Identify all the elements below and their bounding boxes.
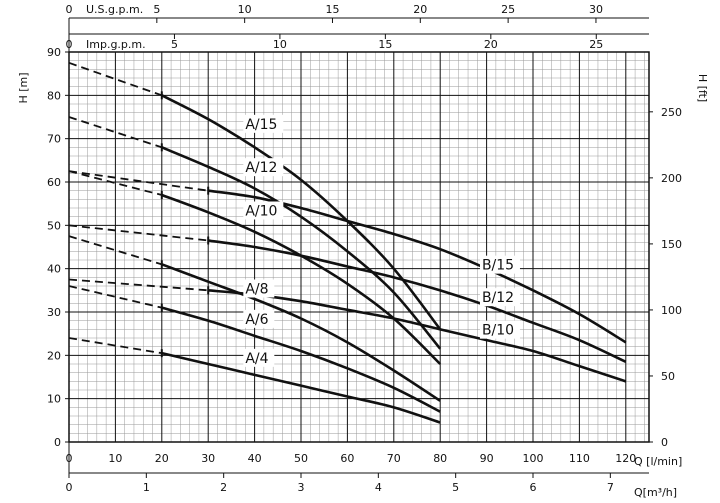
left-tick-label: 70 bbox=[47, 133, 61, 146]
curve-a-10-dashed bbox=[68, 170, 163, 196]
top1-tick-label: 10 bbox=[238, 3, 252, 16]
curve-a-6 bbox=[161, 306, 441, 413]
left-tick-label: 30 bbox=[47, 306, 61, 319]
bottom2-tick-label: 7 bbox=[607, 481, 614, 494]
bottom2-tick-label: 2 bbox=[220, 481, 227, 494]
curve-a-8-dashed bbox=[68, 235, 163, 266]
curve-label-bg-a-10 bbox=[243, 201, 284, 220]
left-axis-title: H [m] bbox=[17, 72, 30, 103]
curve-label-bg-a-6 bbox=[243, 309, 275, 328]
left-tick-label: 0 bbox=[54, 436, 61, 449]
left-tick-label: 20 bbox=[47, 349, 61, 362]
bottom1-tick-label: 30 bbox=[201, 452, 215, 465]
grid-minor bbox=[69, 52, 649, 442]
grid-major bbox=[68, 51, 649, 443]
curve-label-bg-b-12 bbox=[479, 288, 520, 307]
top1-axis-title: U.S.g.p.m. bbox=[86, 3, 143, 16]
curve-label-a-8: A/8 bbox=[245, 282, 268, 298]
curve-a-6-dashed bbox=[68, 285, 163, 309]
curve-a-15-dashed bbox=[68, 61, 163, 97]
bottom1-tick-label: 50 bbox=[294, 452, 308, 465]
bottom2-tick-label: 3 bbox=[298, 481, 305, 494]
curve-label-bg-a-4 bbox=[243, 348, 275, 367]
curve-label-bg-b-15 bbox=[479, 255, 520, 274]
plot-frame bbox=[68, 51, 650, 443]
curves bbox=[68, 61, 627, 424]
top2-tick-label: 0 bbox=[66, 38, 73, 51]
right-tick-label: 250 bbox=[661, 106, 682, 119]
curve-a-12 bbox=[161, 146, 442, 350]
top1-tick-label: 5 bbox=[153, 3, 160, 16]
bottom1-tick-label: 120 bbox=[615, 452, 636, 465]
axes bbox=[68, 17, 650, 474]
curve-label-b-10: B/10 bbox=[482, 323, 514, 339]
bottom2-tick-label: 0 bbox=[66, 481, 73, 494]
bottom1-tick-label: 40 bbox=[248, 452, 262, 465]
left-tick-label: 40 bbox=[47, 263, 61, 276]
curve-label-bg-a-8 bbox=[243, 279, 275, 298]
curve-label-b-12: B/12 bbox=[482, 290, 514, 306]
bottom1-tick-label: 70 bbox=[387, 452, 401, 465]
curve-a-8 bbox=[161, 263, 441, 402]
right-tick-label: 200 bbox=[661, 172, 682, 185]
curve-b-10 bbox=[208, 289, 627, 383]
top1-tick-label: 0 bbox=[66, 3, 73, 16]
top1-tick-label: 15 bbox=[325, 3, 339, 16]
bottom1-tick-label: 110 bbox=[569, 452, 590, 465]
curve-a-4 bbox=[161, 351, 441, 424]
bottom2-axis-title: Q[m³/h] bbox=[634, 486, 677, 499]
curve-b-10-dashed bbox=[68, 278, 209, 292]
curve-label-a-15: A/15 bbox=[245, 117, 277, 133]
curve-label-a-6: A/6 bbox=[245, 312, 268, 328]
bottom1-tick-label: 80 bbox=[433, 452, 447, 465]
bottom2-tick-label: 1 bbox=[143, 481, 150, 494]
top2-tick-label: 25 bbox=[589, 38, 603, 51]
curve-label-bg-b-10 bbox=[479, 320, 520, 339]
bottom1-tick-label: 10 bbox=[108, 452, 122, 465]
left-tick-label: 80 bbox=[47, 89, 61, 102]
right-tick-label: 150 bbox=[661, 238, 682, 251]
bottom1-tick-label: 100 bbox=[523, 452, 544, 465]
curve-b-12 bbox=[208, 239, 627, 364]
left-tick-label: 50 bbox=[47, 219, 61, 232]
top2-axis-title: Imp.g.p.m. bbox=[86, 38, 146, 51]
bottom1-tick-label: 0 bbox=[66, 452, 73, 465]
right-axis-title: H [ft] bbox=[696, 74, 709, 102]
bottom1-tick-label: 90 bbox=[480, 452, 494, 465]
bottom2-tick-label: 4 bbox=[375, 481, 382, 494]
left-tick-label: 60 bbox=[47, 176, 61, 189]
curve-label-a-12: A/12 bbox=[245, 160, 277, 176]
right-tick-label: 50 bbox=[661, 370, 675, 383]
curve-b-15-dashed bbox=[68, 170, 209, 192]
bottom2-tick-label: 6 bbox=[530, 481, 537, 494]
curve-b-12-dashed bbox=[68, 224, 209, 242]
top2-tick-label: 10 bbox=[273, 38, 287, 51]
curve-label-b-15: B/15 bbox=[482, 258, 514, 274]
right-tick-label: 0 bbox=[661, 436, 668, 449]
left-tick-label: 90 bbox=[47, 46, 61, 59]
bottom1-tick-label: 20 bbox=[155, 452, 169, 465]
top1-tick-label: 20 bbox=[413, 3, 427, 16]
curve-a-12-dashed bbox=[68, 116, 163, 149]
bottom1-axis-title: Q [l/min] bbox=[634, 455, 682, 468]
curve-label-bg-a-12 bbox=[243, 158, 284, 177]
bottom2-tick-label: 5 bbox=[452, 481, 459, 494]
top2-tick-label: 5 bbox=[171, 38, 178, 51]
top1-tick-label: 25 bbox=[501, 3, 515, 16]
curve-label-bg-a-15 bbox=[243, 114, 284, 133]
bottom1-tick-label: 60 bbox=[340, 452, 354, 465]
curve-label-a-10: A/10 bbox=[245, 204, 277, 220]
curve-labels: A/15 A/12 A/10 A/8 A/6 A/4 B/15 B/12 B/10 bbox=[243, 114, 520, 367]
top1-tick-label: 30 bbox=[589, 3, 603, 16]
top2-tick-label: 15 bbox=[378, 38, 392, 51]
curve-a-15 bbox=[161, 94, 442, 331]
left-tick-label: 10 bbox=[47, 393, 61, 406]
curve-label-a-4: A/4 bbox=[245, 351, 268, 367]
top2-tick-label: 20 bbox=[484, 38, 498, 51]
curve-a-4-dashed bbox=[68, 337, 162, 355]
right-tick-label: 100 bbox=[661, 304, 682, 317]
